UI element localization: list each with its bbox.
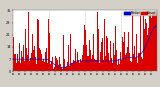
Legend: Median, Actual: Median, Actual bbox=[124, 11, 156, 16]
